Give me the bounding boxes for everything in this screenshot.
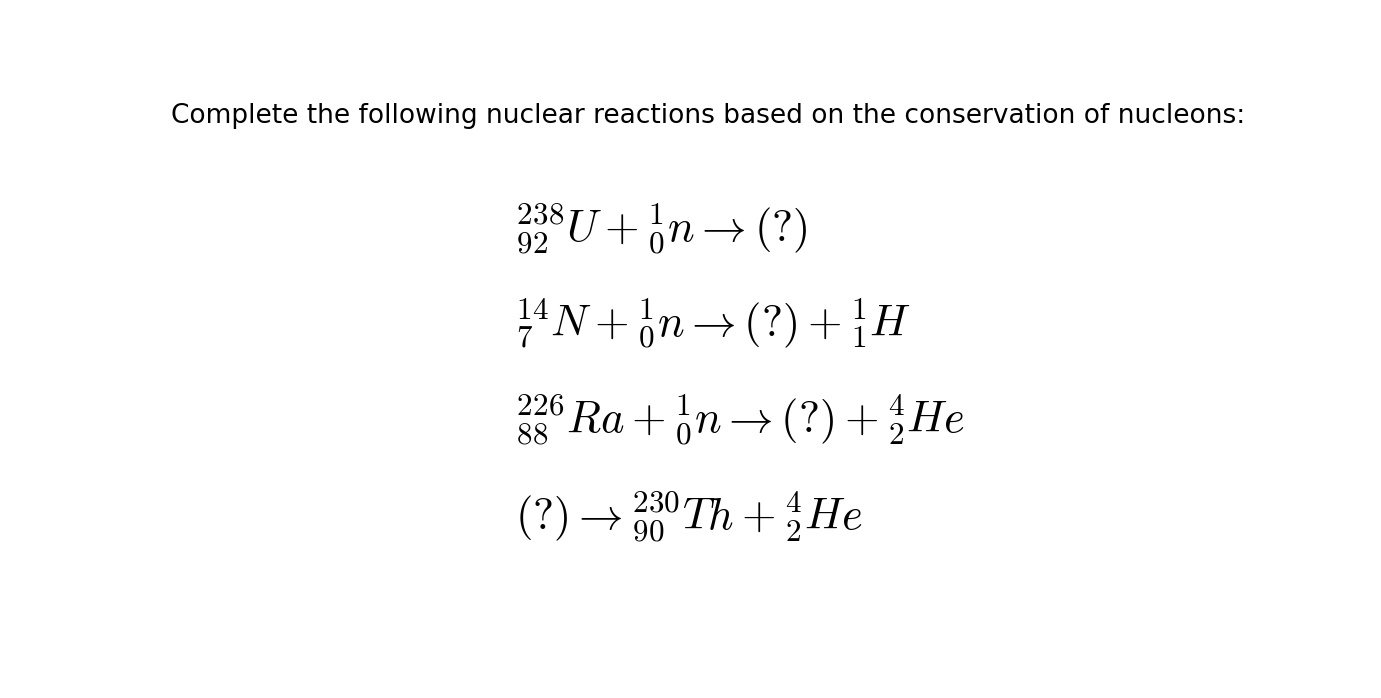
Text: $(?)\rightarrow{}^{230}_{90}Th+{}^{4}_{2}He$: $(?)\rightarrow{}^{230}_{90}Th+{}^{4}_{2… bbox=[515, 489, 862, 544]
Text: ${}^{238}_{92}U+{}^{1}_{0}n \rightarrow (?)$: ${}^{238}_{92}U+{}^{1}_{0}n \rightarrow … bbox=[515, 202, 808, 256]
Text: ${}^{14}_{7}N+{}^{1}_{0}n \rightarrow (?)+{}^{1}_{1}H$: ${}^{14}_{7}N+{}^{1}_{0}n \rightarrow (?… bbox=[515, 296, 911, 350]
Text: ${}^{226}_{88}Ra+{}^{1}_{0}n \rightarrow (?)+{}^{4}_{2}He$: ${}^{226}_{88}Ra+{}^{1}_{0}n \rightarrow… bbox=[515, 392, 965, 447]
Text: Complete the following nuclear reactions based on the conservation of nucleons:: Complete the following nuclear reactions… bbox=[171, 103, 1244, 128]
